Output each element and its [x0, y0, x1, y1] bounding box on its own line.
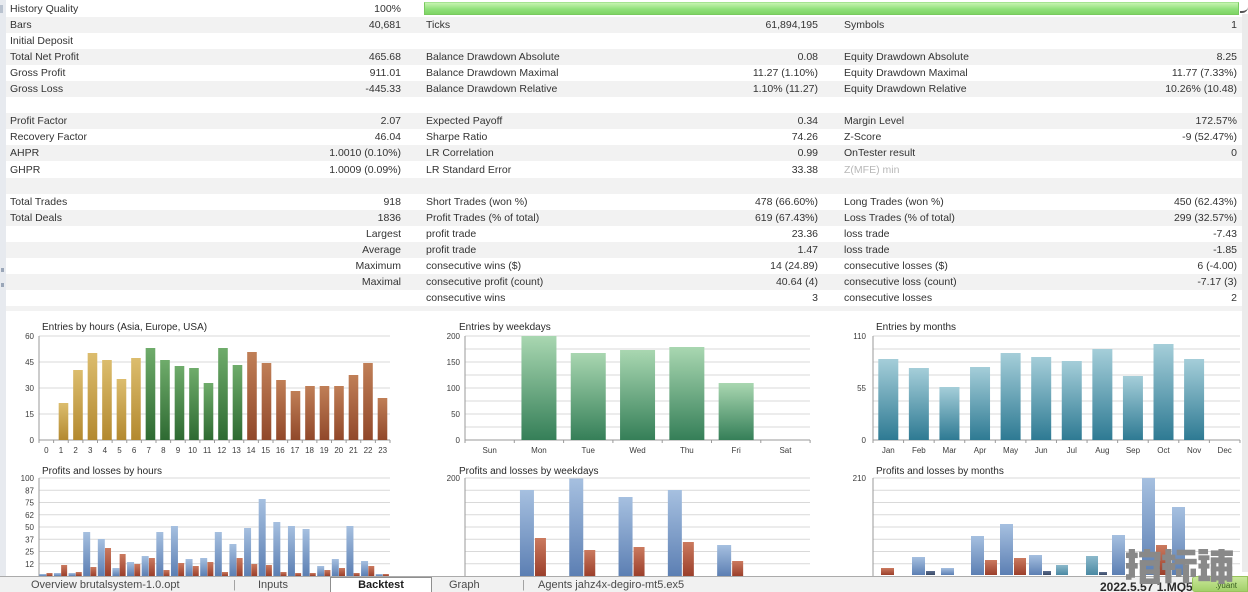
- svg-text:55: 55: [857, 384, 866, 393]
- svg-text:12: 12: [217, 446, 226, 455]
- svg-text:200: 200: [447, 332, 461, 341]
- svg-text:100: 100: [21, 474, 35, 483]
- svg-text:11: 11: [203, 446, 212, 455]
- svg-text:May: May: [1003, 446, 1018, 455]
- svg-text:17: 17: [290, 446, 299, 455]
- svg-text:2: 2: [73, 446, 78, 455]
- svg-text:Jun: Jun: [1035, 446, 1048, 455]
- svg-text:5: 5: [117, 446, 122, 455]
- svg-text:Jan: Jan: [882, 446, 895, 455]
- svg-text:Profits and losses by months: Profits and losses by months: [876, 466, 1004, 477]
- svg-text:Sun: Sun: [483, 446, 497, 455]
- svg-text:0: 0: [30, 436, 35, 445]
- svg-text:12: 12: [25, 560, 34, 569]
- svg-text:Feb: Feb: [912, 446, 926, 455]
- svg-text:45: 45: [25, 358, 34, 367]
- svg-text:Nov: Nov: [1187, 446, 1201, 455]
- svg-text:75: 75: [25, 499, 34, 508]
- svg-text:23: 23: [378, 446, 387, 455]
- svg-text:Wed: Wed: [629, 446, 645, 455]
- svg-text:Entries by hours (Asia, Europe: Entries by hours (Asia, Europe, USA): [42, 322, 207, 333]
- svg-text:16: 16: [276, 446, 285, 455]
- svg-text:10: 10: [188, 446, 197, 455]
- svg-text:Profits and losses by weekdays: Profits and losses by weekdays: [459, 466, 599, 477]
- svg-text:21: 21: [349, 446, 358, 455]
- svg-text:13: 13: [232, 446, 241, 455]
- svg-text:19: 19: [320, 446, 329, 455]
- svg-text:3: 3: [88, 446, 93, 455]
- svg-text:50: 50: [451, 410, 460, 419]
- svg-text:6: 6: [132, 446, 137, 455]
- svg-text:Jul: Jul: [1067, 446, 1077, 455]
- svg-text:37: 37: [25, 535, 34, 544]
- svg-text:62: 62: [25, 511, 34, 520]
- svg-text:Mon: Mon: [531, 446, 547, 455]
- svg-text:Sat: Sat: [779, 446, 792, 455]
- svg-text:30: 30: [25, 384, 34, 393]
- svg-text:Fri: Fri: [731, 446, 741, 455]
- svg-text:0: 0: [44, 446, 49, 455]
- svg-text:Mar: Mar: [943, 446, 957, 455]
- svg-text:22: 22: [364, 446, 373, 455]
- svg-text:Aug: Aug: [1095, 446, 1109, 455]
- svg-text:15: 15: [25, 410, 34, 419]
- svg-text:14: 14: [247, 446, 256, 455]
- svg-text:4: 4: [103, 446, 108, 455]
- svg-text:200: 200: [447, 474, 461, 483]
- svg-text:Oct: Oct: [1157, 446, 1170, 455]
- svg-text:18: 18: [305, 446, 314, 455]
- svg-text:15: 15: [261, 446, 270, 455]
- svg-text:8: 8: [161, 446, 166, 455]
- svg-text:Sep: Sep: [1126, 446, 1141, 455]
- svg-text:7: 7: [146, 446, 151, 455]
- svg-text:150: 150: [447, 358, 461, 367]
- svg-text:20: 20: [334, 446, 343, 455]
- svg-text:Thu: Thu: [680, 446, 694, 455]
- svg-text:0: 0: [456, 436, 461, 445]
- svg-text:Dec: Dec: [1218, 446, 1232, 455]
- svg-text:Entries by months: Entries by months: [876, 322, 956, 333]
- svg-text:25: 25: [25, 548, 34, 557]
- svg-text:110: 110: [853, 332, 866, 341]
- svg-text:1: 1: [59, 446, 64, 455]
- svg-text:Entries by weekdays: Entries by weekdays: [459, 322, 551, 333]
- svg-text:50: 50: [25, 523, 34, 532]
- svg-text:Profits and losses by hours: Profits and losses by hours: [42, 466, 162, 477]
- svg-text:87: 87: [25, 486, 34, 495]
- svg-text:210: 210: [853, 474, 867, 483]
- svg-text:Tue: Tue: [582, 446, 596, 455]
- svg-text:Apr: Apr: [974, 446, 987, 455]
- svg-text:0: 0: [862, 436, 867, 445]
- svg-text:60: 60: [25, 332, 34, 341]
- svg-text:9: 9: [176, 446, 181, 455]
- svg-text:100: 100: [447, 384, 461, 393]
